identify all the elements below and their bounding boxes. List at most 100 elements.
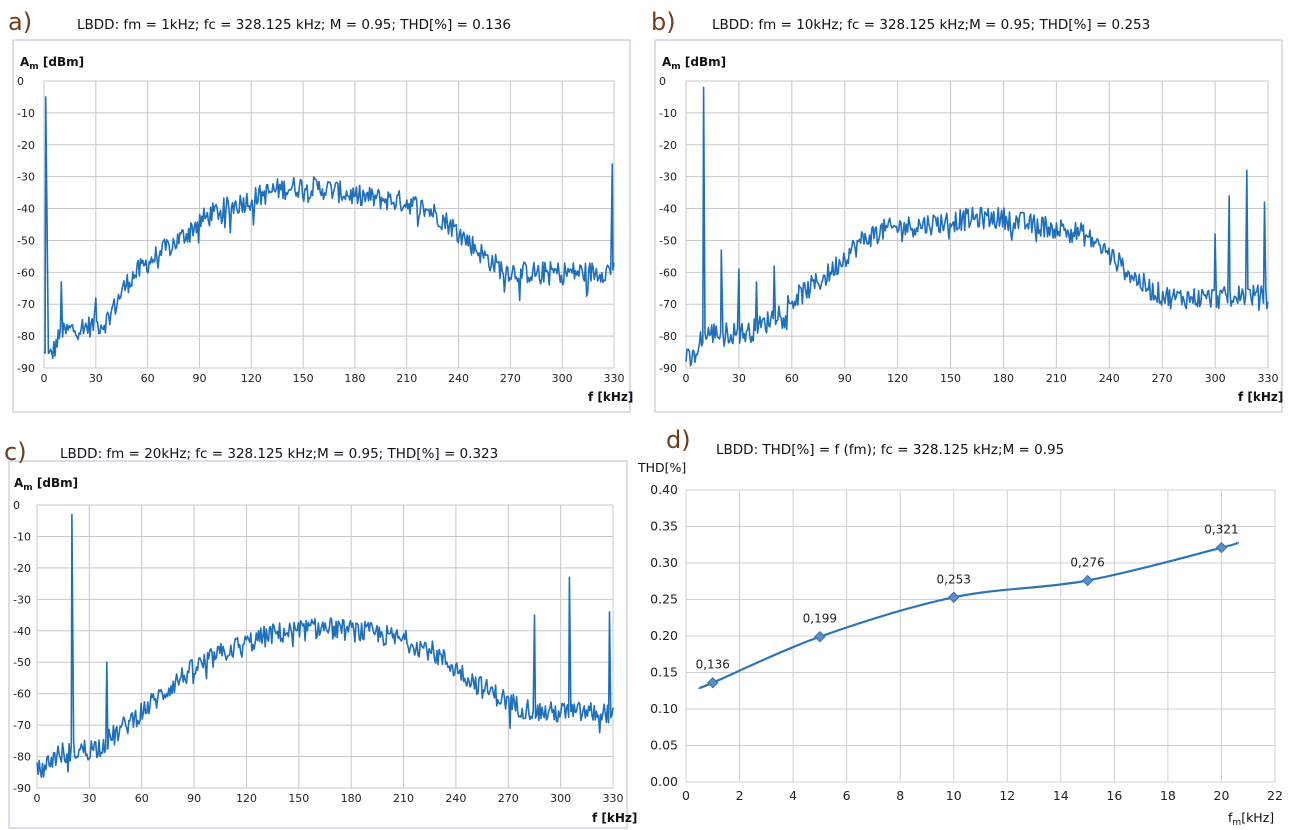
x-tick-label: 22 bbox=[1267, 788, 1283, 803]
x-tick-label: 14 bbox=[1053, 788, 1069, 803]
x-tick-label: 16 bbox=[1106, 788, 1122, 803]
y-tick-label: -30 bbox=[13, 593, 31, 606]
x-tick-label: 18 bbox=[1160, 788, 1176, 803]
y-tick-label: -20 bbox=[17, 139, 35, 152]
y-tick-label: -50 bbox=[659, 234, 677, 247]
x-tick-label: 180 bbox=[993, 372, 1014, 385]
x-tick-label: 150 bbox=[288, 792, 309, 805]
y-tick-label: -10 bbox=[17, 107, 35, 120]
y-tick-label: 0.10 bbox=[650, 701, 678, 716]
y-axis-label: Am [dBm] bbox=[20, 55, 84, 72]
y-tick-label: 0.20 bbox=[650, 628, 678, 643]
y-axis-label: THD[%] bbox=[637, 460, 686, 475]
panel-letter: c) bbox=[4, 438, 27, 466]
chart-frame bbox=[8, 460, 628, 829]
x-tick-label: 210 bbox=[393, 792, 414, 805]
y-tick-label: -30 bbox=[659, 171, 677, 184]
chart-title: LBDD: fm = 10kHz; fc = 328.125 kHz;M = 0… bbox=[712, 17, 1150, 33]
y-tick-label: -50 bbox=[13, 656, 31, 669]
x-tick-label: 270 bbox=[1152, 372, 1173, 385]
x-tick-label: 180 bbox=[341, 792, 362, 805]
x-tick-label: 270 bbox=[498, 792, 519, 805]
data-point-label: 0,199 bbox=[803, 612, 837, 626]
y-axis-label-main: A bbox=[662, 55, 672, 69]
y-tick-label: -60 bbox=[659, 266, 677, 279]
x-tick-label: 30 bbox=[82, 792, 96, 805]
y-tick-label: -90 bbox=[659, 362, 677, 375]
data-point-label: 0,321 bbox=[1204, 523, 1238, 537]
x-axis-label-main: f bbox=[1228, 810, 1233, 825]
y-tick-label: -60 bbox=[13, 688, 31, 701]
y-tick-label: 0.25 bbox=[650, 592, 678, 607]
x-tick-label: 300 bbox=[550, 792, 571, 805]
y-tick-label: 0.15 bbox=[650, 665, 678, 680]
x-tick-label: 60 bbox=[785, 372, 799, 385]
data-point-label: 0,276 bbox=[1070, 556, 1104, 570]
y-tick-label: 0.35 bbox=[650, 519, 678, 534]
spectrum-line bbox=[36, 513, 614, 778]
y-axis-label-sub: m bbox=[671, 62, 680, 72]
x-axis-label: f [kHz] bbox=[1238, 390, 1283, 404]
data-point-label: 0,253 bbox=[937, 572, 971, 586]
data-point-marker bbox=[1215, 541, 1228, 554]
y-tick-label: -40 bbox=[13, 625, 31, 638]
x-tick-label: 90 bbox=[192, 372, 206, 385]
x-tick-label: 20 bbox=[1214, 788, 1230, 803]
y-axis-label-unit: [dBm] bbox=[39, 55, 84, 69]
data-point-marker bbox=[707, 677, 719, 689]
y-tick-label: -90 bbox=[13, 782, 31, 795]
y-axis-label: Am [dBm] bbox=[662, 55, 726, 72]
x-axis-label: f [kHz] bbox=[592, 811, 637, 825]
x-tick-label: 120 bbox=[241, 372, 262, 385]
chart-c: 0 30 60 90 120 150 180 210 240 270 300 330 0 -10 -20 -3… bbox=[4, 438, 637, 829]
y-axis-label-sub: m bbox=[23, 483, 32, 493]
panel-letter: d) bbox=[666, 426, 691, 454]
x-tick-label: 30 bbox=[89, 372, 103, 385]
y-tick-label: -70 bbox=[659, 298, 677, 311]
x-tick-label: 60 bbox=[141, 372, 155, 385]
x-tick-label: 330 bbox=[604, 372, 625, 385]
x-tick-label: 30 bbox=[732, 372, 746, 385]
x-tick-label: 120 bbox=[236, 792, 257, 805]
spectrum-line bbox=[685, 86, 1269, 367]
x-tick-label: 0 bbox=[41, 372, 48, 385]
x-tick-label: 270 bbox=[500, 372, 521, 385]
x-tick-label: 120 bbox=[887, 372, 908, 385]
x-tick-label: 0 bbox=[683, 372, 690, 385]
y-tick-label: -80 bbox=[13, 751, 31, 764]
x-tick-label: 2 bbox=[736, 788, 744, 803]
y-tick-label: 0.30 bbox=[650, 555, 678, 570]
y-tick-label: -40 bbox=[17, 203, 35, 216]
x-axis-label: fm[kHz] bbox=[1228, 810, 1274, 828]
data-point-marker bbox=[814, 631, 826, 643]
x-tick-label: 6 bbox=[843, 788, 851, 803]
chart-title: LBDD: fm = 1kHz; fc = 328.125 kHz; M = 0… bbox=[77, 17, 511, 33]
y-tick-label: -80 bbox=[659, 330, 677, 343]
x-axis-label-unit: [kHz] bbox=[1241, 810, 1274, 825]
y-axis-label-unit: [dBm] bbox=[681, 55, 726, 69]
data-point-marker bbox=[1081, 574, 1094, 587]
panel-letter: b) bbox=[651, 8, 676, 36]
y-tick-label: -60 bbox=[17, 266, 35, 279]
chart-frame bbox=[12, 39, 631, 413]
y-tick-label: -40 bbox=[659, 203, 677, 216]
x-tick-label: 4 bbox=[789, 788, 797, 803]
y-axis-label: Am [dBm] bbox=[14, 476, 78, 493]
y-axis-label-main: A bbox=[20, 55, 30, 69]
panel-letter: a) bbox=[8, 8, 32, 36]
x-tick-label: 330 bbox=[603, 792, 624, 805]
x-tick-label: 180 bbox=[344, 372, 365, 385]
y-tick-label: 0.00 bbox=[650, 774, 678, 789]
y-tick-label: -80 bbox=[17, 330, 35, 343]
y-tick-label: 0.05 bbox=[650, 738, 678, 753]
x-axis-label: f [kHz] bbox=[588, 390, 633, 404]
x-tick-label: 8 bbox=[896, 788, 904, 803]
y-tick-label: 0.40 bbox=[650, 482, 678, 497]
x-tick-label: 0 bbox=[34, 792, 41, 805]
x-tick-label: 210 bbox=[1046, 372, 1067, 385]
y-tick-label: -10 bbox=[13, 530, 31, 543]
x-axis-label-sub: m bbox=[1232, 818, 1241, 828]
chart-b: 0 30 60 90 120 150 180 210 240 270 300 330 0 -10 -20 -3… bbox=[651, 8, 1283, 413]
